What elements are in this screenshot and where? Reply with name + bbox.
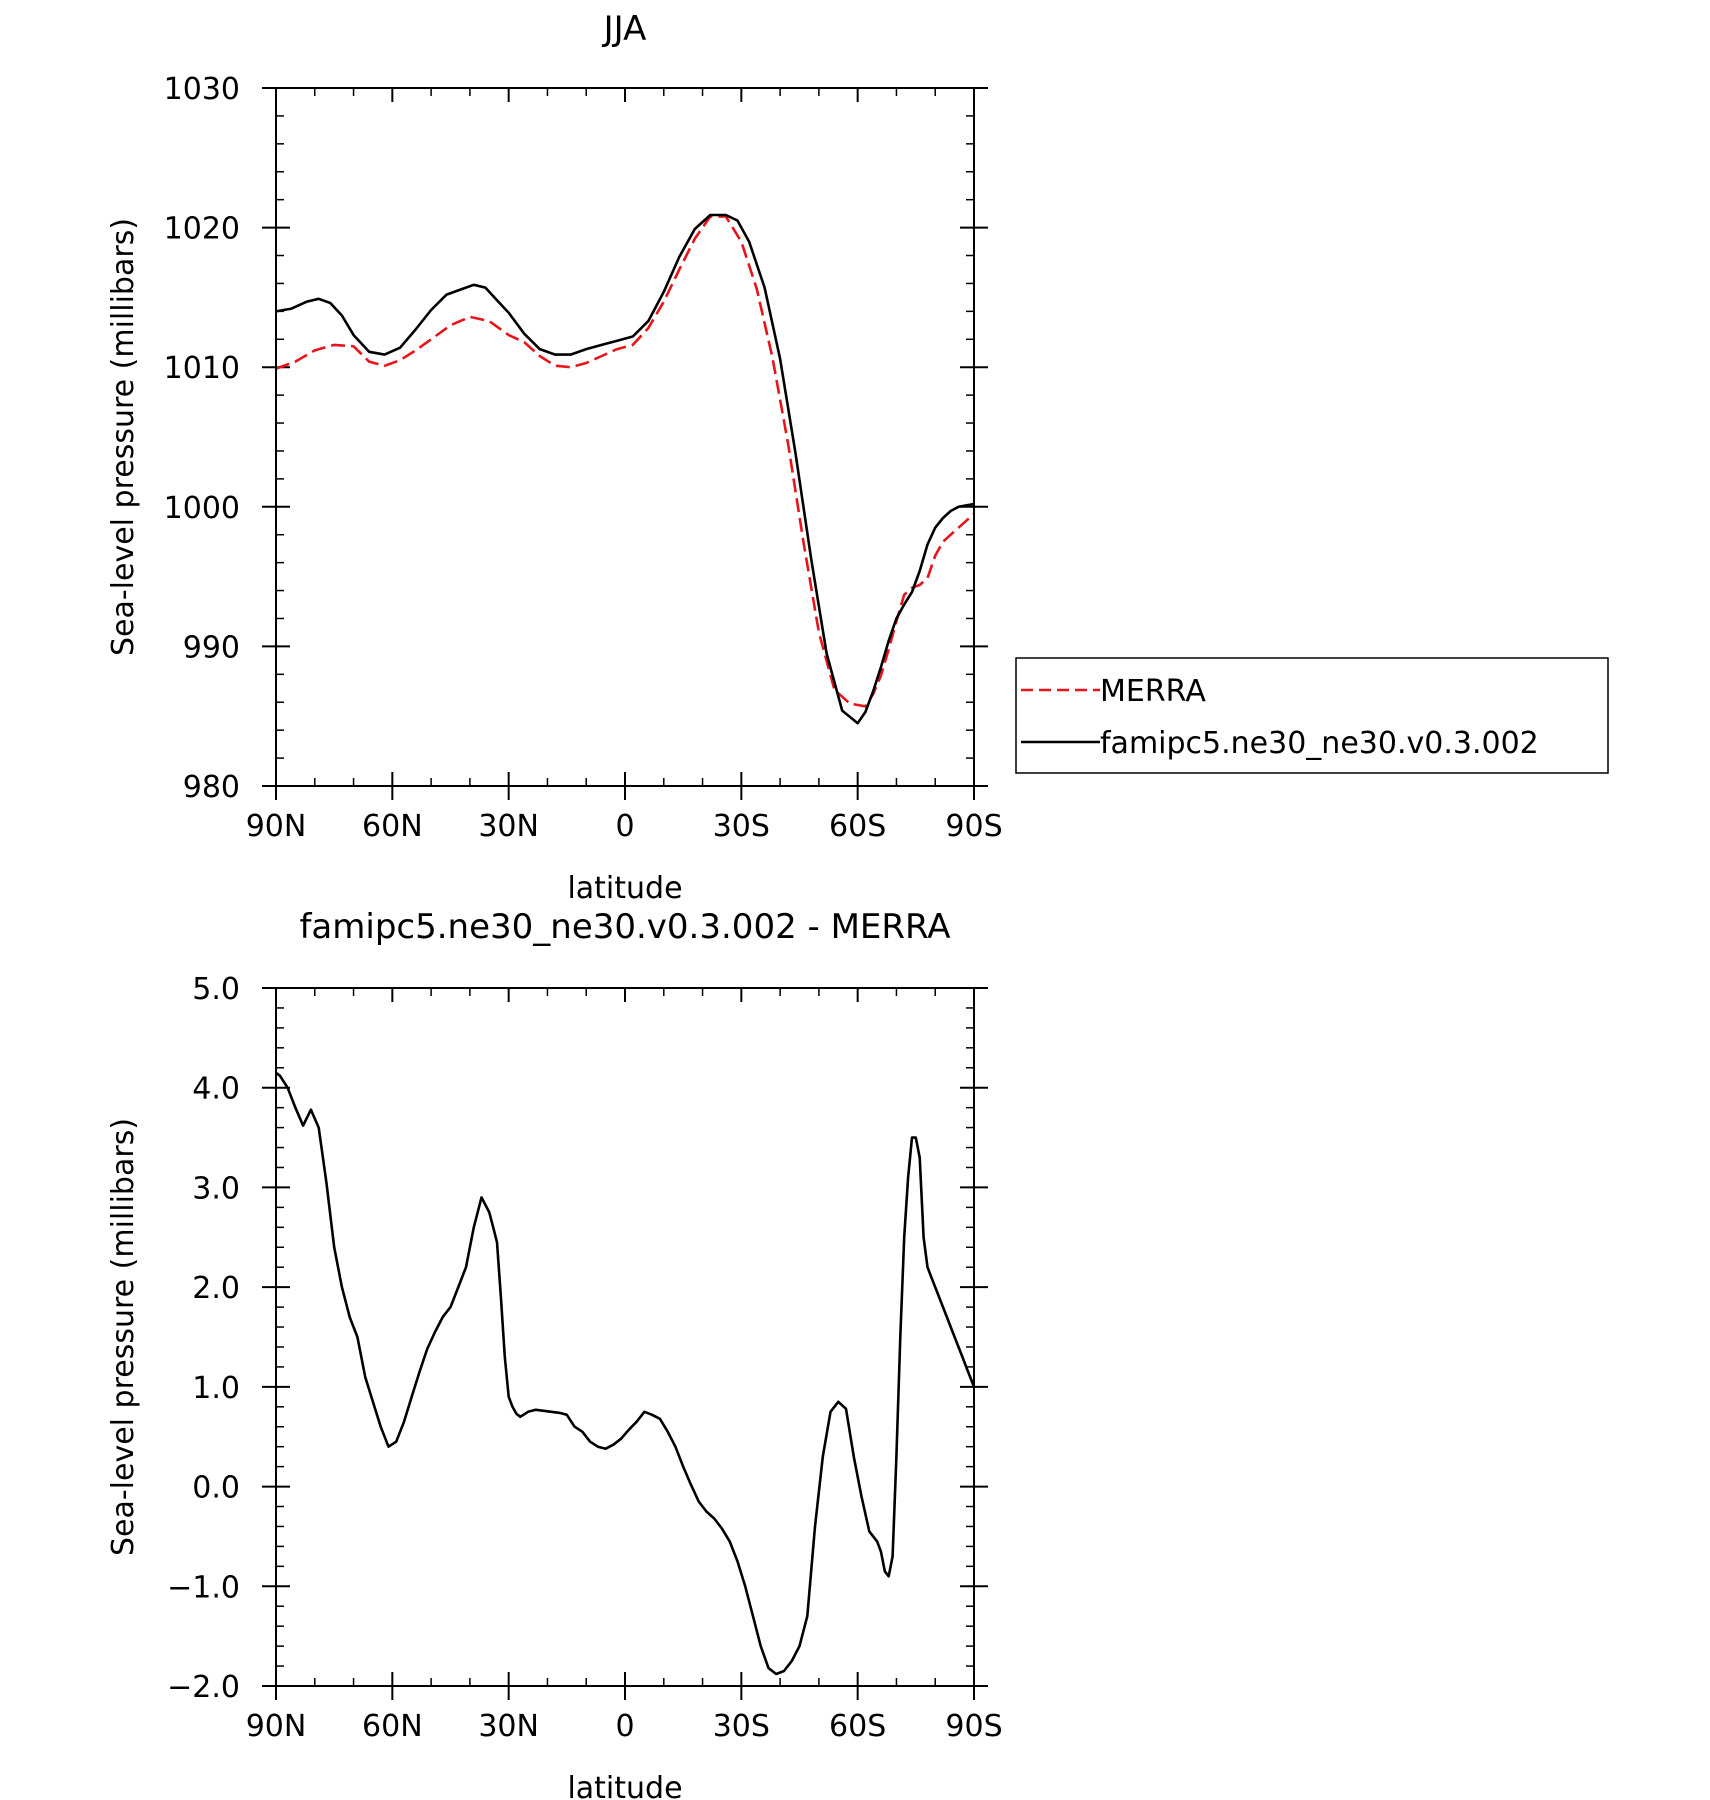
x-tick-label: 60N — [362, 1709, 423, 1744]
y-tick-label: 0.0 — [192, 1471, 240, 1506]
x-tick-label: 90N — [246, 809, 307, 844]
x-tick-label: 30N — [478, 809, 539, 844]
x-tick-label: 60S — [829, 1709, 886, 1744]
bottom-chart-series — [275, 1071, 976, 1676]
legend-label-model: famipc5.ne30_ne30.v0.3.002 — [1100, 726, 1539, 761]
x-tick-label: 90S — [945, 809, 1002, 844]
y-tick-label: 5.0 — [192, 972, 240, 1007]
bottom-chart-ticks — [262, 987, 988, 1700]
legend-box — [1015, 657, 1609, 774]
bottom-chart-title: famipc5.ne30_ne30.v0.3.002 - MERRA — [299, 907, 950, 947]
bottom-chart: famipc5.ne30_ne30.v0.3.002 - MERRA 90N 60… — [106, 907, 1003, 1800]
top-chart: JJA 90N 60N 30N 0 30S 60S 90S 980 990 1000 1010 102… — [106, 9, 1609, 906]
top-chart-series — [275, 213, 975, 725]
x-tick-label: 30S — [713, 1709, 770, 1744]
y-tick-label: 3.0 — [192, 1171, 240, 1206]
bottom-chart-y-axis-label: Sea-level pressure (millibars) — [106, 1118, 141, 1556]
top-chart-tick-labels: 90N 60N 30N 0 30S 60S 90S 980 990 1000 1010 1020 103… — [164, 72, 1003, 844]
y-tick-label: 1020 — [164, 212, 240, 247]
bottom-chart-tick-labels: 90N 60N 30N 0 30S 60S 90S −2.0 −1.0 0.0 1.0 2.0 3.0 4… — [167, 972, 1002, 1744]
top-chart-ticks — [262, 87, 988, 800]
series-line-model — [275, 1071, 976, 1676]
top-chart-title: JJA — [602, 9, 647, 49]
x-tick-label: 90N — [246, 1709, 307, 1744]
x-tick-label: 30S — [713, 809, 770, 844]
y-tick-label: −2.0 — [167, 1670, 240, 1705]
x-tick-label: 60S — [829, 809, 886, 844]
x-tick-label: 0 — [615, 1709, 634, 1744]
x-tick-label: 30N — [478, 1709, 539, 1744]
y-tick-label: 1010 — [164, 351, 240, 386]
series-line-merra — [275, 215, 975, 708]
y-tick-label: 980 — [183, 770, 240, 805]
legend: MERRA famipc5.ne30_ne30.v0.3.002 — [1015, 657, 1609, 774]
x-tick-label: 90S — [945, 1709, 1002, 1744]
y-tick-label: 990 — [183, 630, 240, 665]
x-tick-label: 0 — [615, 809, 634, 844]
top-chart-x-axis-label: latitude — [567, 871, 682, 906]
y-tick-label: 2.0 — [192, 1271, 240, 1306]
y-tick-label: 4.0 — [192, 1072, 240, 1107]
y-tick-label: −1.0 — [167, 1570, 240, 1605]
top-plot-frame — [275, 87, 975, 787]
legend-label-merra: MERRA — [1100, 674, 1206, 709]
x-tick-label: 60N — [362, 809, 423, 844]
y-tick-label: 1000 — [164, 491, 240, 526]
y-tick-label: 1030 — [164, 72, 240, 107]
bottom-chart-x-axis-label: latitude — [567, 1771, 682, 1800]
series-line-model — [275, 213, 975, 725]
bottom-plot-frame — [275, 987, 975, 1687]
top-chart-y-axis-label: Sea-level pressure (millibars) — [106, 218, 141, 656]
y-tick-label: 1.0 — [192, 1371, 240, 1406]
